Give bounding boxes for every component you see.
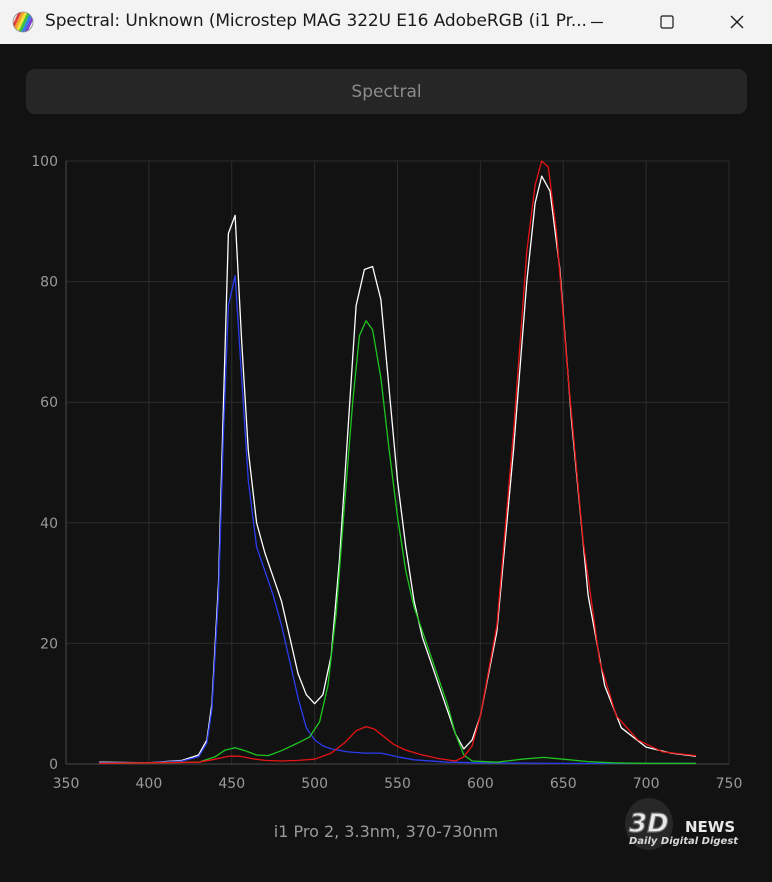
minimize-icon (591, 21, 603, 24)
series-line-3 (99, 160, 696, 765)
y-tick-label: 20 (40, 636, 58, 652)
maximize-button[interactable] (632, 0, 702, 44)
series-line-0 (99, 175, 696, 764)
window-title: Spectral: Unknown (Microstep MAG 322U E1… (45, 11, 587, 31)
close-icon (730, 15, 744, 29)
y-tick-label: 60 (40, 395, 58, 411)
watermark-logo: 3D NEWS Daily Digital Digest (625, 798, 739, 850)
svg-text:3D: 3D (629, 809, 669, 839)
minimize-button[interactable] (562, 0, 632, 44)
x-tick-label: 750 (716, 776, 743, 792)
y-tick-label: 0 (49, 757, 58, 773)
measurement-caption: i1 Pro 2, 3.3nm, 370-730nm (273, 822, 499, 841)
x-tick-label: 350 (53, 776, 80, 792)
x-tick-label: 550 (384, 776, 411, 792)
y-tick-label: 100 (31, 154, 58, 170)
maximize-icon (660, 15, 674, 29)
x-tick-label: 700 (633, 776, 660, 792)
x-tick-label: 500 (301, 776, 328, 792)
x-tick-label: 650 (550, 776, 577, 792)
color-palette-icon (12, 11, 34, 33)
spectral-tab-button[interactable]: Spectral (26, 69, 747, 114)
series-line-1 (99, 274, 696, 765)
spectral-chart: 350 400 450 500 550 600 650 700 750 0 20 40 60 80 100 (31, 154, 743, 792)
spectral-tab-label: Spectral (351, 81, 422, 102)
x-tick-label: 450 (218, 776, 245, 792)
close-button[interactable] (702, 0, 772, 44)
x-tick-label: 400 (136, 776, 163, 792)
svg-text:Daily Digital Digest: Daily Digital Digest (629, 836, 739, 847)
y-tick-label: 40 (40, 516, 58, 532)
series-line-2 (99, 320, 696, 765)
svg-text:NEWS: NEWS (685, 818, 735, 836)
title-bar[interactable]: Spectral: Unknown (Microstep MAG 322U E1… (0, 0, 772, 44)
x-tick-label: 600 (467, 776, 494, 792)
y-tick-label: 80 (40, 275, 58, 291)
